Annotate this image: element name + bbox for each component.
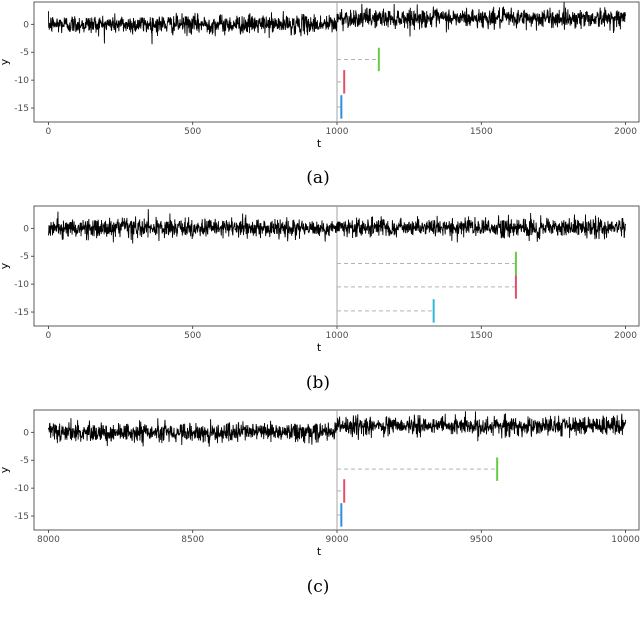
y-tick-label: -5 — [20, 48, 29, 58]
y-tick-label: 0 — [23, 224, 29, 234]
x-tick-label: 9000 — [326, 535, 349, 545]
x-tick-label: 0 — [46, 127, 52, 137]
y-tick-label: 0 — [23, 20, 29, 30]
x-tick-label: 500 — [184, 127, 201, 137]
x-tick-label: 8000 — [37, 535, 60, 545]
x-axis-title: t — [317, 545, 322, 558]
chart-panel-2: 0 500 1000 1500 2000 0 -5 -10 -15 t y (b) — [0, 205, 640, 393]
y-tick-label: -5 — [20, 456, 29, 466]
x-tick-label: 10000 — [611, 535, 640, 545]
y-tick-label: -15 — [14, 512, 29, 522]
y-tick-label: -5 — [20, 252, 29, 262]
y-tick-label: -10 — [14, 76, 29, 86]
x-tick-label: 1000 — [326, 127, 349, 137]
x-tick-label: 1000 — [326, 331, 349, 341]
x-tick-label: 2000 — [614, 331, 637, 341]
series-line — [47, 209, 627, 244]
y-axis-title: y — [0, 262, 11, 269]
series-line — [47, 411, 627, 447]
chart-panel-3: 8000 8500 9000 9500 10000 0 -5 -10 -15 t y (c) — [0, 409, 640, 597]
x-tick-label: 8500 — [181, 535, 204, 545]
x-tick-label: 500 — [184, 331, 201, 341]
y-tick-label: -15 — [14, 104, 29, 114]
chart-panel-1: 0 500 1000 1500 2000 0 -5 -10 -15 t y (a) — [0, 1, 640, 188]
x-tick-label: 2000 — [614, 127, 637, 137]
y-tick-label: -15 — [14, 308, 29, 318]
x-tick-label: 1500 — [470, 127, 493, 137]
panel-caption: (c) — [307, 577, 330, 597]
x-axis-title: t — [317, 341, 322, 354]
y-axis-title: y — [0, 58, 11, 65]
y-tick-label: -10 — [14, 280, 29, 290]
x-tick-label: 1500 — [470, 331, 493, 341]
y-tick-label: 0 — [23, 428, 29, 438]
y-axis-title: y — [0, 466, 11, 473]
x-tick-label: 0 — [46, 331, 52, 341]
x-tick-label: 9500 — [470, 535, 493, 545]
panel-caption: (a) — [306, 168, 329, 188]
x-axis-title: t — [317, 137, 322, 150]
panel-caption: (b) — [306, 373, 330, 393]
y-tick-label: -10 — [14, 484, 29, 494]
series-line — [47, 1, 627, 45]
